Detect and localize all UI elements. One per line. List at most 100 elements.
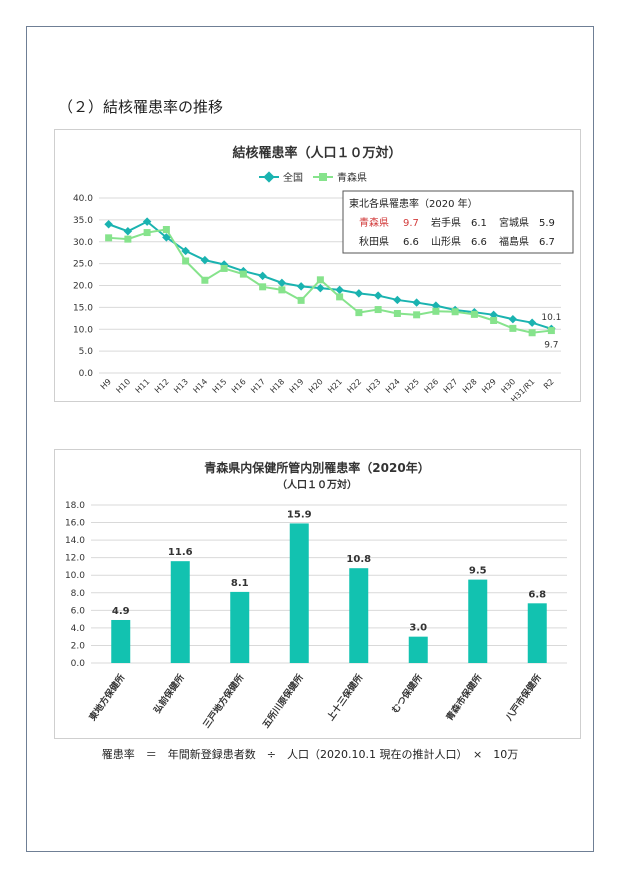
inset-value: 6.6 (403, 237, 419, 248)
x-tick-label: H27 (442, 377, 460, 395)
x-tick-label: H22 (345, 377, 363, 395)
inset-pref: 秋田県 (359, 235, 389, 248)
data-point-aomori (490, 317, 498, 324)
bar-chart-subtitle: （人口１０万対） (277, 478, 357, 491)
inset-pref: 山形県 (431, 236, 461, 248)
data-point-aomori (374, 306, 382, 314)
y-tick-label: 14.0 (65, 536, 85, 546)
bar (468, 579, 488, 663)
bar-value-label: 11.6 (168, 547, 193, 558)
y-tick-label: 25.0 (73, 260, 93, 270)
category-label: 上十三保健所 (324, 672, 365, 723)
data-point-zenkoku (431, 301, 441, 310)
inset-value: 5.9 (539, 218, 555, 229)
data-point-aomori (547, 327, 555, 335)
category-label: 三戸地方保健所 (200, 672, 246, 731)
category-label: 八戸市保健所 (502, 672, 543, 724)
data-point-aomori (259, 283, 267, 291)
tohoku-inset: 東北各県罹患率（2020 年） 青森県 9.7 岩手県 6.1 宮城県 5.9 … (342, 190, 574, 254)
y-tick-label: 6.0 (71, 606, 86, 616)
x-tick-label: H23 (365, 377, 383, 395)
legend-label-aomori: 青森県 (337, 171, 367, 184)
data-point-aomori (451, 308, 459, 316)
inset-value: 6.6 (471, 237, 487, 248)
x-tick-label: H20 (307, 377, 325, 395)
y-tick-label: 0.0 (71, 659, 86, 669)
x-tick-label: H11 (134, 377, 152, 395)
y-tick-label: 8.0 (71, 589, 86, 599)
bar (111, 619, 131, 663)
x-tick-label: H18 (268, 377, 286, 395)
x-tick-label: H13 (172, 377, 190, 395)
y-tick-label: 18.0 (65, 501, 85, 511)
data-point-zenkoku (200, 255, 210, 265)
x-tick-label: H16 (230, 377, 248, 395)
data-point-aomori (201, 276, 209, 284)
y-tick-label: 35.0 (73, 216, 93, 226)
data-point-zenkoku (104, 220, 113, 229)
formula-note: 罹患率 ＝ 年間新登録患者数 ÷ 人口（2020.10.1 現在の推計人口） ×… (101, 748, 519, 761)
data-point-aomori (432, 307, 440, 315)
data-point-aomori (316, 276, 324, 284)
y-tick-label: 10.0 (73, 325, 93, 335)
x-tick-label: H26 (422, 377, 440, 395)
y-tick-label: 20.0 (73, 282, 93, 292)
y-tick-label: 30.0 (73, 238, 93, 248)
x-tick-label: R2 (542, 377, 556, 391)
data-point-zenkoku (412, 298, 421, 307)
data-point-zenkoku (258, 271, 267, 281)
inset-title: 東北各県罹患率（2020 年） (349, 197, 478, 210)
data-point-zenkoku (181, 246, 190, 256)
data-point-aomori (355, 309, 363, 317)
y-tick-label: 40.0 (73, 194, 93, 204)
inset-value: 6.7 (539, 237, 555, 248)
section-heading: （２）結核罹患率の推移 (58, 98, 224, 116)
y-tick-label: 4.0 (71, 624, 86, 634)
inset-pref: 福島県 (499, 235, 529, 248)
y-tick-label: 0.0 (79, 369, 94, 379)
data-point-zenkoku (527, 318, 537, 327)
line-chart: 結核罹患率（人口１０万対） 全国 青森県 0.0 5.0 10.0 15.0 20.0 2… (73, 145, 574, 404)
bar (349, 568, 369, 663)
bar-value-label: 15.9 (287, 509, 312, 520)
data-point-aomori (182, 257, 190, 265)
data-point-zenkoku (162, 233, 171, 242)
x-tick-label: H10 (114, 377, 132, 395)
data-point-aomori (470, 310, 478, 318)
data-point-zenkoku (277, 278, 287, 288)
x-tick-label: H24 (384, 377, 402, 395)
data-point-zenkoku (335, 285, 344, 295)
y-tick-label: 5.0 (79, 347, 94, 357)
end-label-aomori: 9.7 (544, 341, 558, 351)
category-label: 東地方保健所 (86, 672, 127, 723)
bar-value-label: 8.1 (231, 578, 249, 589)
data-point-aomori (105, 234, 113, 242)
bar (170, 561, 190, 663)
x-tick-label: H21 (326, 377, 344, 395)
category-label: むつ保健所 (389, 672, 425, 716)
bar-chart-panel: 青森県内保健所管内別罹患率（2020年） （人口１０万対） 0.0 2.0 4.0 6… (54, 449, 581, 739)
bar (408, 636, 428, 663)
bar (289, 523, 309, 663)
data-point-aomori (297, 296, 305, 304)
bar-value-label: 9.5 (469, 566, 487, 577)
legend: 全国 青森県 (259, 171, 367, 184)
y-tick-label: 16.0 (65, 519, 85, 529)
data-point-aomori (143, 229, 151, 237)
x-tick-label: H17 (249, 377, 267, 395)
inset-value: 9.7 (403, 218, 419, 229)
data-point-aomori (162, 226, 170, 233)
data-point-zenkoku (123, 227, 133, 236)
y-tick-label: 10.0 (65, 571, 85, 581)
data-point-aomori (413, 311, 421, 319)
inset-value: 6.1 (471, 218, 487, 229)
bar-value-label: 6.8 (528, 589, 546, 600)
bar-chart-title: 青森県内保健所管内別罹患率（2020年） (204, 460, 429, 475)
bar (527, 603, 547, 663)
x-tick-label: H12 (153, 377, 171, 395)
data-point-aomori (124, 235, 132, 243)
x-tick-label: H25 (403, 377, 421, 395)
data-point-aomori (278, 286, 286, 294)
x-tick-label: H9 (99, 377, 113, 391)
inset-pref: 宮城県 (499, 216, 529, 229)
